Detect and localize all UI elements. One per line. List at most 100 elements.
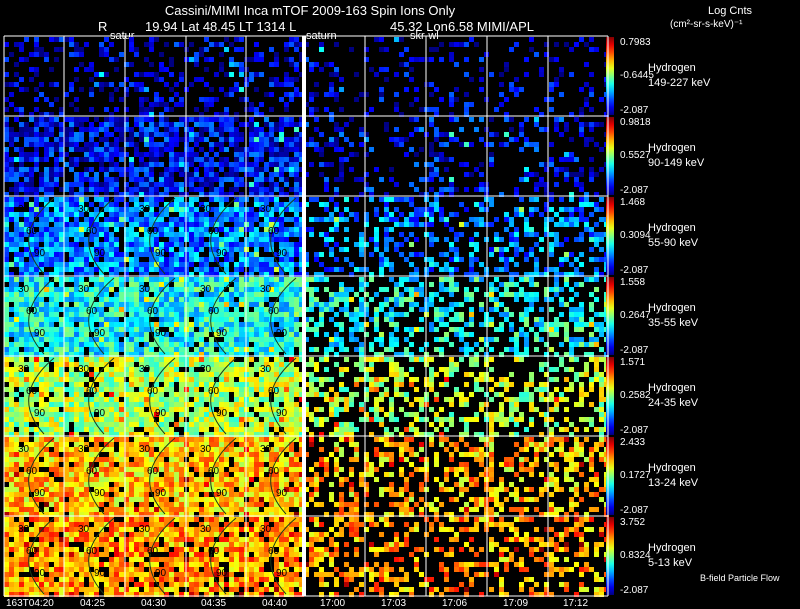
heatmap-cell — [534, 272, 539, 277]
heatmap-cell — [379, 217, 384, 222]
heatmap-cell — [94, 187, 99, 192]
heatmap-cell — [44, 432, 49, 437]
heatmap-cell — [589, 167, 594, 172]
heatmap-cell — [414, 222, 419, 227]
heatmap-cell — [449, 277, 454, 282]
heatmap-cell — [389, 297, 394, 302]
heatmap-cell — [94, 242, 99, 247]
heatmap-cell — [124, 217, 129, 222]
heatmap-cell — [69, 162, 74, 167]
heatmap-cell — [179, 272, 184, 277]
heatmap-cell — [299, 187, 304, 192]
heatmap-cell — [254, 177, 259, 182]
heatmap-cell — [14, 222, 19, 227]
heatmap-cell — [34, 337, 39, 342]
heatmap-cell — [54, 137, 59, 142]
heatmap-cell — [239, 252, 244, 257]
heatmap-cell — [274, 152, 279, 157]
heatmap-cell — [39, 422, 44, 427]
heatmap-cell — [239, 232, 244, 237]
heatmap-cell — [214, 287, 219, 292]
heatmap-cell — [89, 122, 94, 127]
heatmap-cell — [4, 327, 9, 332]
heatmap-cell — [14, 257, 19, 262]
heatmap-cell — [504, 217, 509, 222]
heatmap-cell — [124, 137, 129, 142]
heatmap-cell — [99, 222, 104, 227]
heatmap-cell — [569, 217, 574, 222]
heatmap-cell — [4, 427, 9, 432]
heatmap-cell — [49, 257, 54, 262]
heatmap-cell — [79, 202, 84, 207]
heatmap-cell — [304, 407, 309, 412]
heatmap-cell — [254, 297, 259, 302]
heatmap-cell — [114, 407, 119, 412]
heatmap-cell — [194, 387, 199, 392]
heatmap-cell — [174, 122, 179, 127]
heatmap-cell — [99, 157, 104, 162]
heatmap-cell — [409, 297, 414, 302]
heatmap-cell — [149, 287, 154, 292]
heatmap-cell — [304, 282, 309, 287]
heatmap-cell — [249, 317, 254, 322]
heatmap-cell — [509, 312, 514, 317]
heatmap-cell — [569, 172, 574, 177]
heatmap-cell — [269, 287, 274, 292]
heatmap-cell — [189, 227, 194, 232]
heatmap-cell — [99, 212, 104, 217]
heatmap-cell — [594, 122, 599, 127]
heatmap-cell — [64, 292, 69, 297]
heatmap-cell — [199, 232, 204, 237]
heatmap-cell — [169, 342, 174, 347]
heatmap-cell — [449, 342, 454, 347]
heatmap-cell — [449, 102, 454, 107]
heatmap-cell — [229, 127, 234, 132]
heatmap-cell — [234, 207, 239, 212]
heatmap-cell — [4, 292, 9, 297]
heatmap-cell — [24, 427, 29, 432]
heatmap-cell — [309, 377, 314, 382]
heatmap-cell — [59, 127, 64, 132]
heatmap-cell — [44, 177, 49, 182]
heatmap-cell — [209, 347, 214, 352]
heatmap-cell — [214, 282, 219, 287]
heatmap-cell — [399, 142, 404, 147]
heatmap-cell — [54, 177, 59, 182]
heatmap-cell — [29, 372, 34, 377]
heatmap-cell — [404, 217, 409, 222]
heatmap-cell — [574, 337, 579, 342]
heatmap-cell — [204, 387, 209, 392]
heatmap-cell — [304, 307, 309, 312]
heatmap-cell — [464, 92, 469, 97]
heatmap-cell — [264, 397, 269, 402]
heatmap-cell — [164, 222, 169, 227]
heatmap-cell — [44, 252, 49, 257]
heatmap-cell — [219, 327, 224, 332]
heatmap-cell — [109, 302, 114, 307]
heatmap-cell — [234, 342, 239, 347]
heatmap-cell — [174, 92, 179, 97]
heatmap-cell — [84, 142, 89, 147]
heatmap-cell — [159, 262, 164, 267]
heatmap-cell — [249, 392, 254, 397]
heatmap-cell — [164, 382, 169, 387]
heatmap-cell — [189, 382, 194, 387]
heatmap-cell — [99, 427, 104, 432]
heatmap-cell — [454, 267, 459, 272]
heatmap-cell — [209, 187, 214, 192]
heatmap-cell — [54, 252, 59, 257]
heatmap-cell — [394, 297, 399, 302]
heatmap-cell — [204, 97, 209, 102]
heatmap-cell — [99, 322, 104, 327]
heatmap-cell — [219, 422, 224, 427]
heatmap-cell — [309, 277, 314, 282]
heatmap-cell — [504, 262, 509, 267]
heatmap-cell — [329, 92, 334, 97]
heatmap-cell — [449, 187, 454, 192]
heatmap-cell — [234, 37, 239, 42]
heatmap-cell — [474, 42, 479, 47]
heatmap-cell — [359, 252, 364, 257]
heatmap-cell — [149, 182, 154, 187]
heatmap-cell — [24, 197, 29, 202]
heatmap-cell — [474, 242, 479, 247]
